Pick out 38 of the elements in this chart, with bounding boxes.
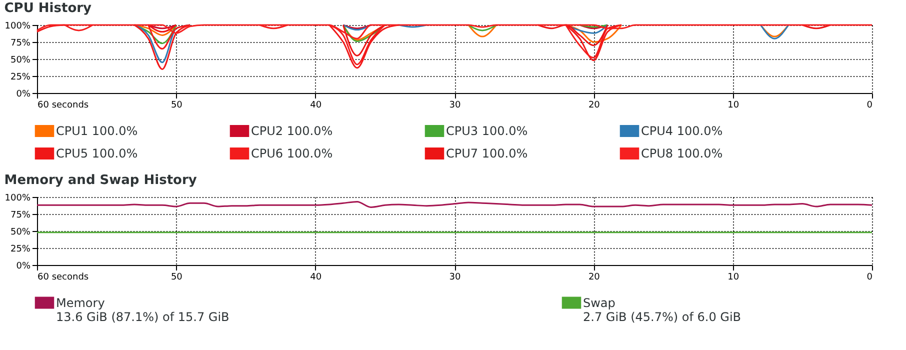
y-tick-label: 75% — [10, 210, 31, 220]
y-tick-label: 25% — [10, 244, 31, 254]
y-tick-label: 100% — [4, 194, 31, 204]
legend-label: CPU8 100.0% — [641, 146, 723, 160]
x-tick-label: 60 seconds — [38, 100, 89, 110]
legend-label: Swap — [583, 296, 616, 310]
x-tick-label: 30 — [449, 100, 461, 110]
legend-label: CPU4 100.0% — [641, 124, 723, 138]
y-tick-label: 25% — [10, 72, 31, 82]
legend-label: CPU6 100.0% — [251, 146, 333, 160]
x-tick-label: 50 — [170, 272, 183, 282]
y-tick-label: 75% — [10, 38, 31, 48]
y-tick-label: 100% — [4, 22, 31, 32]
chart-title: CPU History — [4, 1, 92, 16]
chart-title: Memory and Swap History — [4, 173, 198, 188]
x-tick-label: 40 — [310, 100, 322, 110]
y-tick-label: 0% — [16, 262, 31, 272]
legend-label: CPU5 100.0% — [56, 146, 138, 160]
x-tick-label: 0 — [866, 272, 873, 282]
legend-label: CPU7 100.0% — [446, 146, 528, 160]
x-tick-label: 20 — [588, 100, 600, 110]
x-tick-label: 10 — [728, 272, 740, 282]
legend-label: CPU3 100.0% — [446, 124, 528, 138]
x-tick-label: 40 — [310, 272, 322, 282]
legend-label: Memory — [56, 296, 105, 310]
legend-label: CPU2 100.0% — [251, 124, 333, 138]
y-tick-label: 50% — [10, 56, 31, 66]
x-tick-label: 30 — [449, 272, 461, 282]
x-tick-label: 20 — [588, 272, 600, 282]
x-tick-label: 50 — [170, 100, 183, 110]
y-tick-label: 0% — [16, 90, 31, 100]
text: 13.6 GiB (87.1%) of 15.7 GiB — [56, 310, 230, 324]
x-tick-label: 60 seconds — [38, 272, 89, 282]
legend-label: CPU1 100.0% — [56, 124, 138, 138]
x-tick-label: 10 — [728, 100, 740, 110]
x-tick-label: 0 — [866, 100, 873, 110]
y-tick-label: 50% — [10, 228, 31, 238]
text: 2.7 GiB (45.7%) of 6.0 GiB — [583, 310, 742, 324]
